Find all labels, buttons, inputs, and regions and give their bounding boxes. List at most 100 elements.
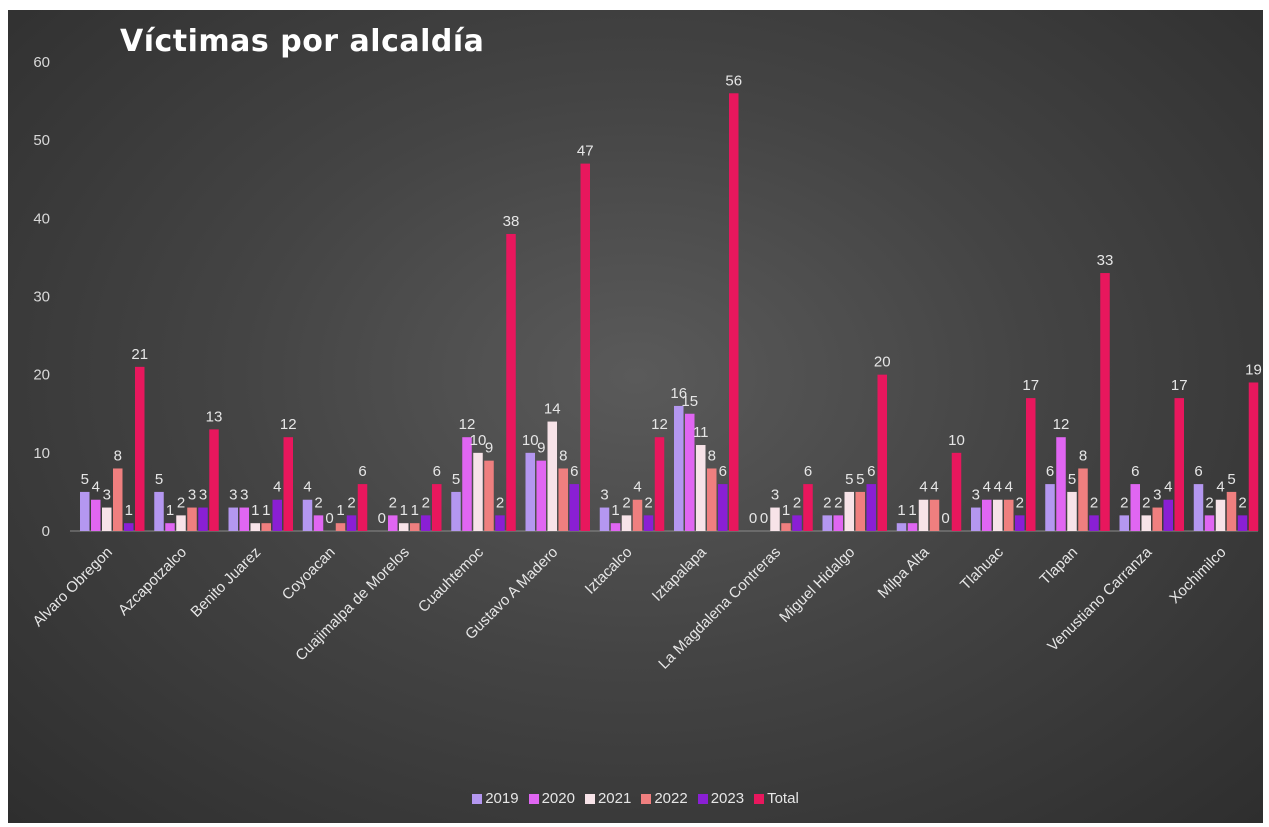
data-label: 8 (559, 447, 567, 464)
bar-2023 (124, 523, 134, 531)
bar-2019 (451, 491, 461, 531)
legend-swatch (528, 793, 539, 804)
bar-2019 (971, 507, 981, 531)
data-label: 17 (1171, 377, 1188, 394)
y-tick-label: 20 (33, 367, 50, 384)
data-label: 4 (273, 479, 281, 496)
bar-2023 (272, 499, 282, 531)
data-label: 38 (503, 213, 520, 230)
bar-2020 (239, 507, 249, 531)
y-tick-label: 40 (33, 210, 50, 227)
bar-2020 (833, 515, 843, 531)
data-label: 3 (229, 487, 237, 504)
bar-total (357, 484, 368, 531)
data-label: 0 (941, 510, 949, 527)
data-label: 1 (782, 502, 790, 519)
data-label: 5 (81, 471, 89, 488)
y-tick-label: 0 (42, 523, 50, 540)
bar-2021 (547, 421, 557, 531)
data-label: 16 (670, 385, 687, 402)
data-label: 3 (972, 487, 980, 504)
data-label: 6 (719, 463, 727, 480)
data-label: 2 (389, 494, 397, 511)
data-label: 3 (103, 487, 111, 504)
bar-2022 (261, 523, 271, 531)
bar-2022 (781, 523, 791, 531)
legend-label: 2020 (541, 790, 575, 807)
legend-label: 2021 (597, 790, 632, 807)
data-label: 4 (1216, 479, 1224, 496)
category-label: Miguel Hidalgo (776, 544, 858, 626)
data-label: 6 (1194, 463, 1202, 480)
bar-2020 (462, 437, 472, 531)
bar-2021 (696, 445, 706, 531)
bar-2020 (313, 515, 324, 531)
bar-total (1174, 398, 1184, 531)
bar-total (1100, 273, 1110, 531)
data-label: 2 (1142, 494, 1150, 511)
bar-total (951, 452, 962, 531)
bar-2021 (399, 523, 409, 531)
legend-item-2023: 2023 (697, 790, 744, 807)
bar-2021 (770, 507, 780, 531)
data-label: 6 (1131, 463, 1139, 480)
bar-2023 (1163, 499, 1173, 531)
category-label: Milpa Alta (875, 543, 933, 601)
data-label: 2 (644, 494, 652, 511)
data-label: 2 (1120, 494, 1128, 511)
bar-2023 (495, 515, 505, 531)
bar-total (803, 484, 813, 531)
data-label: 5 (1227, 471, 1235, 488)
data-label: 0 (760, 510, 768, 527)
data-label: 1 (251, 502, 259, 519)
data-label: 1 (611, 502, 619, 519)
bar-2021 (102, 507, 112, 531)
bar-2021 (918, 499, 929, 531)
category-label: Tlapan (1037, 544, 1081, 588)
bar-2022 (1004, 499, 1014, 531)
data-label: 3 (771, 487, 779, 504)
data-label: 13 (206, 408, 223, 425)
bar-2022 (113, 468, 123, 531)
legend-item-total: Total (754, 790, 799, 807)
category-label: Xochimilco (1166, 544, 1229, 607)
data-label: 2 (1238, 494, 1246, 511)
bar-2020 (91, 499, 101, 531)
data-label: 1 (908, 502, 916, 519)
data-label: 12 (280, 416, 297, 433)
y-tick-label: 10 (33, 445, 50, 462)
bar-2023 (346, 515, 357, 531)
bar-2020 (685, 413, 695, 531)
data-label: 4 (930, 479, 938, 496)
bar-2019 (1119, 515, 1129, 531)
bar-2022 (484, 460, 494, 531)
bar-2020 (1056, 437, 1066, 531)
bar-2019 (1193, 484, 1204, 531)
bar-2022 (1152, 507, 1162, 531)
bar-2020 (610, 523, 621, 531)
data-label: 2 (834, 494, 842, 511)
bar-total (283, 437, 293, 531)
data-label: 2 (1016, 494, 1024, 511)
data-label: 6 (1046, 463, 1054, 480)
bar-2023 (792, 515, 802, 531)
legend-swatch (641, 793, 652, 804)
bar-2020 (982, 499, 992, 531)
data-label: 9 (485, 440, 493, 457)
bar-2019 (1045, 484, 1055, 531)
data-label: 0 (378, 510, 386, 527)
category-label: Iztacalco (582, 544, 636, 598)
data-label: 4 (633, 479, 641, 496)
data-label: 15 (681, 393, 698, 410)
bar-2021 (993, 499, 1003, 531)
data-label: 5 (1068, 471, 1076, 488)
data-label: 4 (1005, 479, 1013, 496)
data-label: 10 (522, 432, 539, 449)
data-label: 2 (1205, 494, 1213, 511)
bar-2021 (250, 523, 260, 531)
data-label: 10 (948, 432, 965, 449)
legend-label: Total (767, 790, 799, 807)
bar-2019 (302, 499, 313, 531)
legend-item-2020: 2020 (528, 790, 575, 807)
data-label: 2 (177, 494, 185, 511)
